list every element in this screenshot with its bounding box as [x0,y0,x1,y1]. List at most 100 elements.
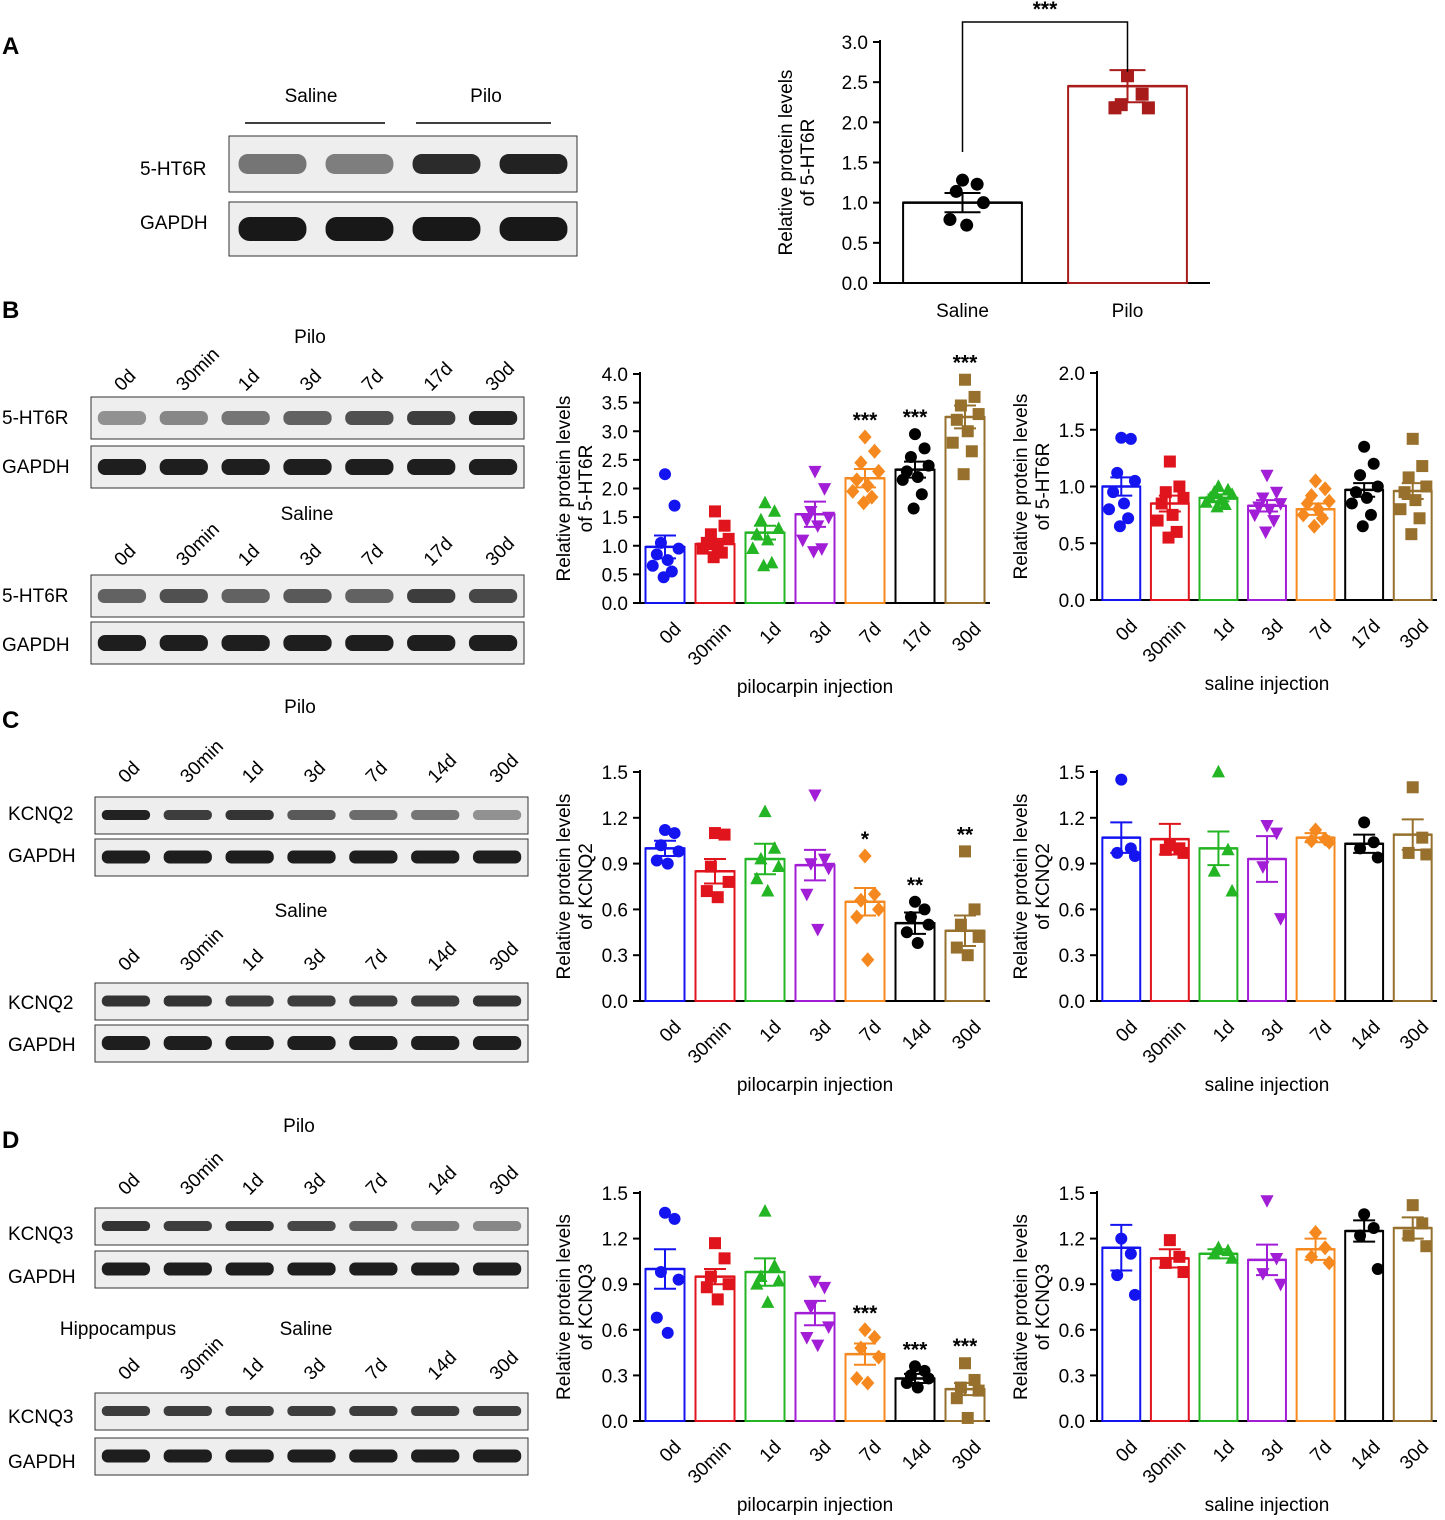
blot-b-saline-target-band [283,589,332,603]
data-point [1211,764,1226,778]
data-point [1269,1252,1284,1266]
data-point [800,1332,814,1345]
data-point [1358,816,1371,829]
x-tick-label: 7d [856,1437,886,1467]
data-point [1225,487,1239,500]
blot-d-saline-target-band [101,1406,151,1416]
y-axis-label: of KCNQ3 [1033,1264,1054,1351]
x-axis-label: saline injection [1205,1075,1330,1096]
data-point [1128,849,1141,862]
blot-c-saline-gapdh-band [101,1036,151,1050]
blot-d-saline-target-band [287,1406,336,1416]
data-point [861,1375,875,1391]
y-tick-label: 0.3 [602,1366,628,1387]
blot-c-pilo-target-band [225,810,274,820]
data-point [668,827,681,840]
significance-marker: *** [853,409,878,432]
x-tick-label: 1d [756,1017,786,1047]
x-tick-label: 0d [1112,1017,1142,1047]
y-tick-label: 0.0 [1059,1412,1085,1433]
data-point [850,909,864,925]
data-point [1269,486,1284,500]
blot-b-saline-row-target: 5-HT6R [2,586,69,607]
data-point [722,532,735,545]
data-point [1260,469,1274,483]
x-tick-label: 7d [1306,1017,1336,1047]
blot-d-pilo-target-band [225,1221,274,1231]
blot-c-saline-target-band [163,995,212,1007]
x-tick-label: 30min [1139,1017,1190,1068]
y-tick-label: 1.2 [1059,809,1085,830]
blot-d-saline-gapdh-band [101,1449,151,1463]
data-point [854,455,868,471]
lane-label: 7d [358,541,388,571]
data-point [1118,497,1131,510]
data-point [861,478,875,494]
data-point [1308,473,1323,489]
x-tick-label: 30d [1396,616,1433,653]
y-tick-label: 1.5 [842,154,868,175]
bar [1067,85,1188,284]
data-point [1177,846,1190,859]
data-point [1111,846,1124,859]
blot-d-saline-title: Saline [280,1319,333,1340]
y-axis-label: of 5-HT6R [1033,443,1054,531]
data-point [854,1340,868,1356]
lane-label: 0d [115,1170,145,1200]
data-point [1371,851,1384,864]
bar [1198,496,1239,602]
data-point [1420,848,1433,861]
data-point [1162,531,1175,544]
blot-b-pilo-gapdh-band [345,459,394,475]
blot-c-saline-target-band [349,995,398,1007]
data-point [1405,528,1418,541]
data-point [1274,913,1288,926]
blot-d-pilo-gapdh-band [287,1262,336,1276]
data-point [1371,1263,1384,1275]
blot-b-saline-gapdh-band [283,635,332,651]
data-point [1308,1225,1323,1241]
data-point [709,1237,721,1250]
data-point [709,505,721,518]
chart-c-pilocarpin: 0.0 0.3 0.6 0.9 1.2 1.5 Relative protein level… [554,763,990,1096]
data-point [1177,1266,1190,1279]
data-point [811,520,825,533]
significance-marker: *** [1033,0,1058,21]
x-tick-label: 30d [1396,1017,1433,1054]
data-point [1402,1229,1415,1242]
blot-c-pilo-target-band [411,810,460,820]
blot-b-pilo-row-target: 5-HT6R [2,408,69,429]
blot-c-saline-row-gapdh: GAPDH [8,1035,76,1056]
data-point [1398,486,1411,499]
y-axis-label: of 5-HT6R [576,445,597,533]
y-tick-label: 1.2 [602,809,628,830]
data-point [661,554,674,567]
lane-label: 1d [234,541,264,571]
data-point [950,941,963,954]
y-tick-label: 1.5 [602,1184,628,1205]
data-point [704,860,717,873]
data-point [922,1372,935,1385]
data-point [1113,520,1126,533]
data-point [1413,512,1426,525]
blot-d-pilo-gapdh-band [225,1262,274,1276]
y-tick-label: 1.2 [602,1230,628,1251]
y-tick-label: 0.9 [602,1275,628,1296]
data-point [1406,781,1419,794]
blot-c-pilo-gapdh-band [163,850,212,864]
bar [794,864,836,1002]
y-tick-label: 1.0 [842,194,868,215]
blot-b-pilo-gapdh-band [468,459,518,475]
x-tick-label: 14d [898,1437,935,1474]
data-point [957,468,970,481]
data-point [857,495,871,511]
data-point [754,512,768,526]
data-point [909,895,921,908]
data-point [807,546,821,559]
blot-a-gapdh-band [238,217,307,241]
blot-d-saline-gapdh-band [472,1449,522,1463]
lane-label: 14d [424,750,461,787]
significance-marker: *** [953,352,978,375]
blot-c-pilo-gapdh-band [349,850,398,864]
y-tick-label: 1.5 [1059,1184,1085,1205]
